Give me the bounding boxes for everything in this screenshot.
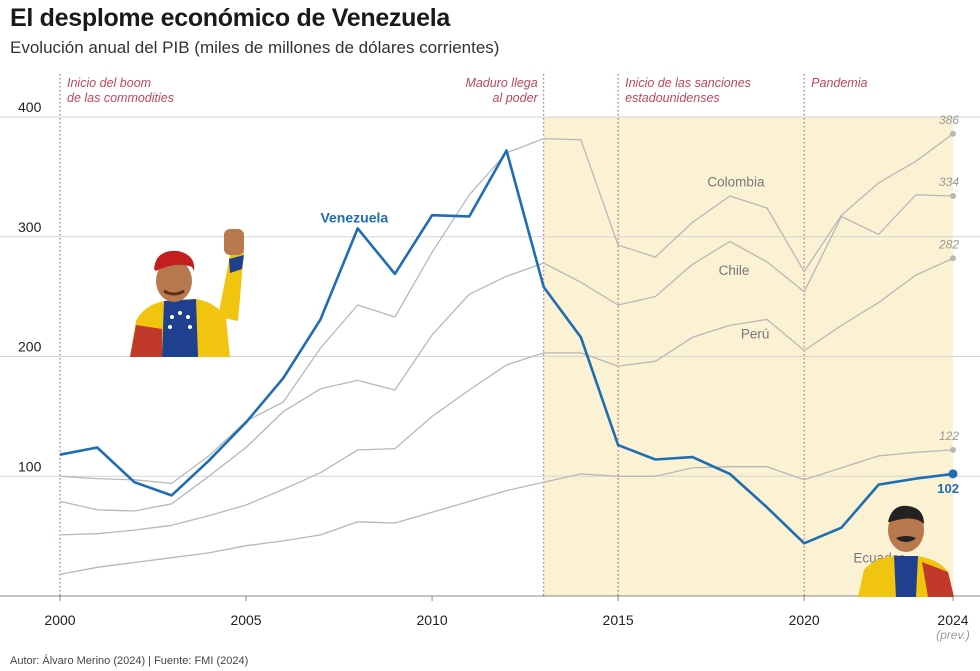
end-label-ecuador: 122 — [939, 429, 959, 443]
annotation-text: Maduro llega — [465, 76, 537, 90]
maduro-portrait — [858, 505, 954, 597]
annotation-text: estadounidenses — [625, 91, 720, 105]
end-point-venezuela — [948, 469, 958, 479]
series-label-colombia: Colombia — [707, 174, 765, 189]
end-label-colombia: 386 — [939, 113, 959, 127]
series-label-venezuela: Venezuela — [320, 209, 388, 225]
end-point-ecuador — [950, 446, 956, 453]
annotation-text: Inicio de las sanciones — [625, 76, 751, 90]
series-line-venezuela — [59, 149, 954, 545]
x-tick-label: 2015 — [603, 612, 634, 628]
end-point-colombia — [950, 130, 956, 137]
y-tick-label: 400 — [18, 99, 42, 115]
end-point-chile — [950, 193, 956, 200]
x-tick-note: (prev.) — [936, 628, 970, 642]
y-tick-label: 100 — [18, 458, 42, 474]
annotation-text: de las commodities — [67, 91, 174, 105]
annotation-text: Pandemia — [811, 76, 867, 90]
series-label-chile: Chile — [719, 263, 750, 278]
x-tick-label: 2010 — [417, 612, 448, 628]
x-tick-label: 2000 — [44, 612, 75, 628]
x-tick-label: 2005 — [230, 612, 261, 628]
y-tick-label: 300 — [18, 219, 42, 235]
series-line-perú — [59, 257, 954, 536]
chart-subtitle: Evolución anual del PIB (miles de millon… — [10, 38, 500, 57]
series-label-perú: Perú — [741, 327, 770, 342]
x-tick-label: 2024 — [937, 612, 968, 628]
chart-footer: Autor: Álvaro Merino (2024) | Fuente: FM… — [10, 655, 249, 667]
series-line-ecuador — [59, 449, 954, 576]
end-label-perú: 282 — [938, 237, 959, 251]
chart-title: El desplome económico de Venezuela — [10, 4, 450, 32]
end-label-chile: 334 — [939, 175, 959, 189]
y-tick-label: 200 — [18, 339, 42, 355]
chavez-portrait — [130, 229, 244, 357]
end-label-venezuela: 102 — [937, 481, 959, 496]
annotation-text: al poder — [493, 91, 539, 105]
x-tick-label: 2020 — [789, 612, 820, 628]
end-point-perú — [950, 255, 956, 262]
annotation-text: Inicio del boom — [67, 76, 151, 90]
series-line-chile — [59, 194, 954, 512]
